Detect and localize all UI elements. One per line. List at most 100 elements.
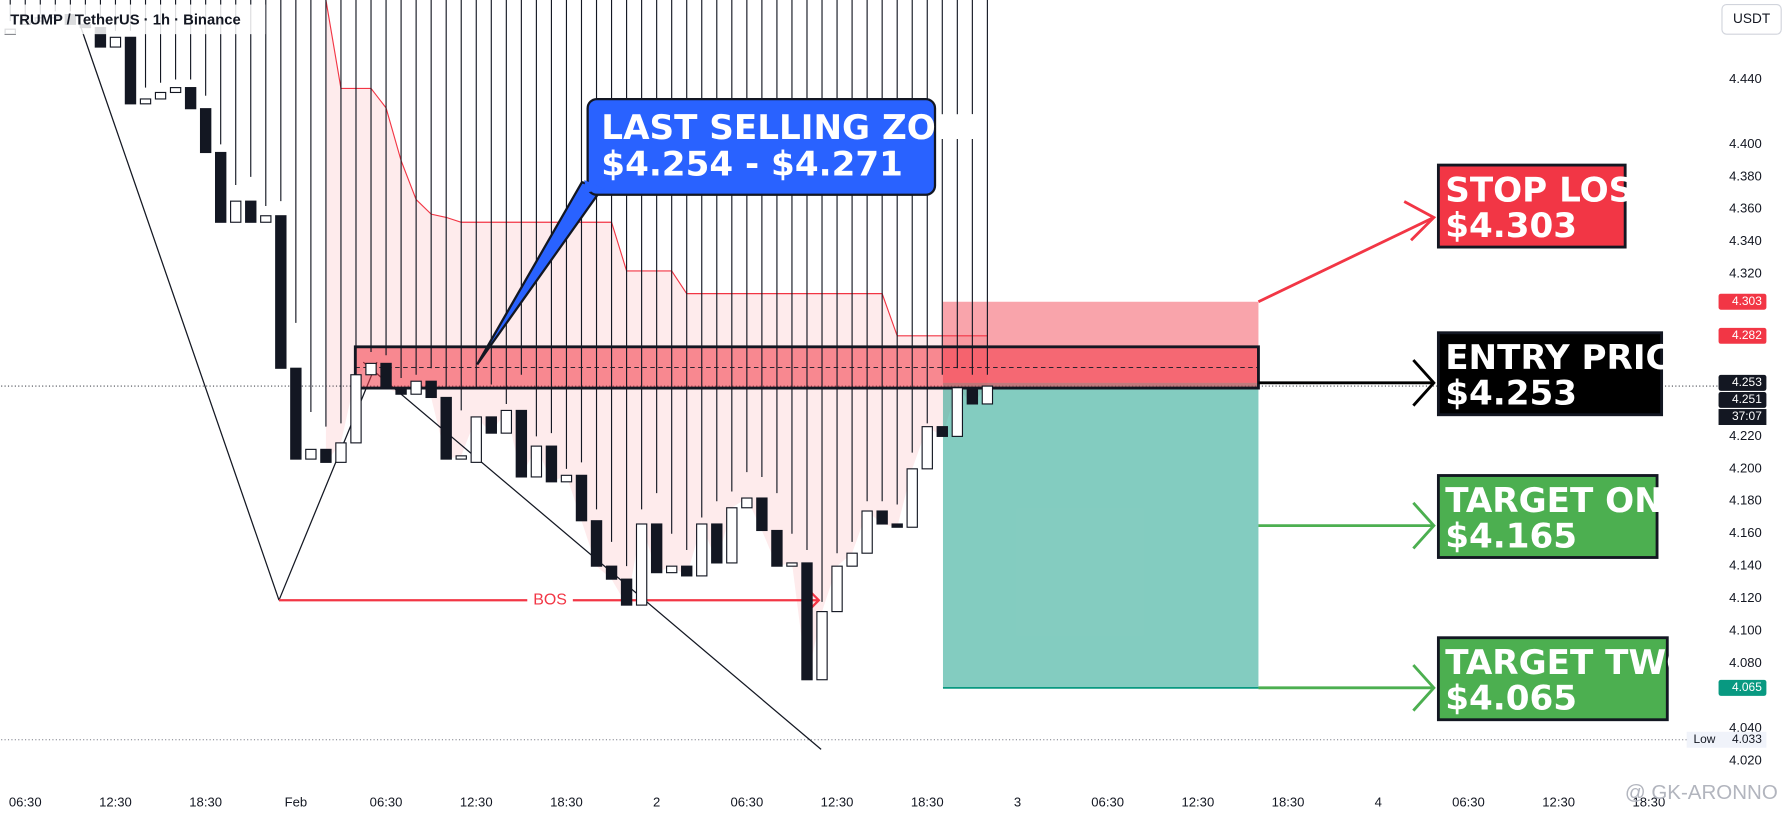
candle-body — [575, 474, 588, 522]
candle-body — [545, 445, 558, 483]
candle-body — [410, 380, 422, 395]
bos-label: BOS — [533, 591, 567, 608]
candle-body — [966, 387, 979, 405]
low-badge — [1686, 731, 1767, 748]
x-tick-label: Feb — [285, 794, 308, 809]
price-badge-label: 4.253 — [1732, 375, 1762, 389]
x-tick-label: 06:30 — [1091, 794, 1124, 809]
level-arrow — [1257, 216, 1435, 304]
candle-body — [455, 455, 467, 460]
candle-body — [741, 497, 753, 509]
candle-body — [560, 474, 573, 483]
y-tick-label: 4.380 — [1729, 168, 1762, 183]
callout-range: $4.254 - $4.271 — [601, 144, 903, 184]
x-tick-label: 06:30 — [730, 794, 763, 809]
candle-body — [199, 108, 212, 154]
level-title: TARGET TWO — [1445, 643, 1695, 683]
candle-body — [214, 151, 227, 223]
candle-body — [260, 215, 272, 223]
x-tick-label: 06:30 — [370, 794, 403, 809]
candle-body — [365, 362, 377, 376]
price-badge — [1718, 327, 1767, 344]
target-zone — [942, 382, 1259, 688]
price-badge-label: 4.251 — [1732, 392, 1762, 406]
x-tick-label: 12:30 — [821, 794, 854, 809]
candle-body — [154, 91, 167, 100]
x-tick-label: 12:30 — [460, 794, 493, 809]
x-tick-label: 06:30 — [1452, 794, 1485, 809]
candle-body — [139, 98, 152, 105]
candle-body — [485, 416, 497, 434]
candle-body — [951, 387, 964, 437]
candle-body — [335, 442, 347, 463]
level-title: TARGET ONE — [1445, 481, 1686, 521]
price-badge — [1718, 679, 1767, 696]
level-price: $4.303 — [1445, 206, 1577, 246]
candle-body — [305, 448, 317, 460]
candle-body — [184, 87, 197, 110]
x-tick-label: 2 — [653, 794, 660, 809]
arrow-head — [1412, 359, 1436, 407]
candle-body — [816, 611, 828, 681]
y-tick-label: 4.440 — [1729, 71, 1762, 86]
level-price: $4.253 — [1445, 373, 1577, 413]
currency-label: USDT — [1733, 11, 1771, 26]
x-tick-label: 18:30 — [550, 794, 583, 809]
callout-joint — [584, 179, 605, 193]
level-box — [1436, 474, 1659, 559]
candle-body — [801, 562, 813, 681]
y-tick-label: 4.400 — [1729, 136, 1762, 151]
candle-body — [665, 565, 678, 574]
trend-line — [77, 20, 280, 601]
callout-box — [586, 97, 937, 196]
candle-body — [440, 396, 452, 460]
level-box — [1436, 331, 1664, 417]
x-tick-label: 18:30 — [1632, 794, 1665, 809]
y-tick-label: 4.200 — [1729, 460, 1762, 475]
candle-body — [696, 523, 708, 577]
candle-body — [530, 445, 543, 478]
x-tick-label: 12:30 — [1542, 794, 1575, 809]
x-tick-label: 06:30 — [9, 794, 42, 809]
x-tick-label: 18:30 — [911, 794, 944, 809]
y-tick-label: 4.320 — [1729, 266, 1762, 281]
candle-body — [786, 562, 798, 567]
candle-body — [620, 578, 633, 606]
y-tick-label: 4.360 — [1729, 201, 1762, 216]
x-tick-label: 18:30 — [1272, 794, 1305, 809]
candle-body — [320, 448, 332, 463]
y-tick-label: 4.020 — [1729, 752, 1762, 767]
y-tick-label: 4.340 — [1729, 233, 1762, 248]
candle-body — [425, 380, 437, 399]
price-badge — [1718, 391, 1767, 408]
currency-button[interactable] — [1721, 3, 1782, 35]
low-label: Low — [1694, 732, 1716, 746]
candle-body — [726, 507, 738, 564]
level-title: STOP LOSS — [1445, 171, 1656, 211]
candle-body — [515, 409, 528, 478]
y-tick-label: 4.040 — [1729, 720, 1762, 735]
countdown-badge — [1718, 409, 1767, 425]
low-value: 4.033 — [1732, 732, 1762, 746]
x-tick-label: 3 — [1014, 794, 1021, 809]
x-tick-label: 4 — [1375, 794, 1382, 809]
y-tick-label: 4.140 — [1729, 558, 1762, 573]
level-title: ENTRY PRICE — [1445, 338, 1694, 378]
candle-body — [290, 367, 302, 460]
bos-label-bg — [527, 589, 573, 611]
level-price: $4.065 — [1445, 678, 1577, 718]
candle-body — [380, 362, 392, 389]
chart-title: TRUMP / TetherUS · 1h · Binance — [10, 12, 240, 28]
front-layer: 4.440 4.400 4.380 4.360 4.340 4.320 4.220 4.200… — [9, 71, 1767, 809]
y-tick-label: 4.120 — [1729, 590, 1762, 605]
candle-body — [350, 374, 362, 444]
price-badge-label: 4.282 — [1732, 328, 1762, 342]
candle-body — [921, 426, 933, 470]
watermark: @ GK-ARONNO — [1625, 781, 1778, 804]
candle-body — [936, 426, 948, 437]
candle-body — [981, 385, 994, 405]
candle-body — [635, 523, 648, 606]
